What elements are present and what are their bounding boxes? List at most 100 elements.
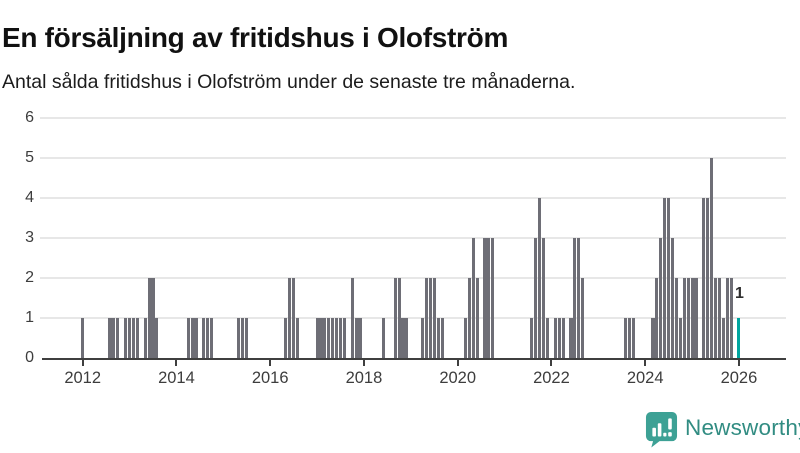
x-axis-label-2024: 2024 bbox=[626, 369, 664, 387]
bar-2016-06 bbox=[288, 278, 292, 358]
bar-2017-08 bbox=[342, 318, 346, 358]
gridline-y5 bbox=[40, 157, 786, 159]
x-axis-label-2012: 2012 bbox=[64, 369, 102, 387]
bar-2025-04 bbox=[702, 198, 706, 358]
bar-2025-09 bbox=[721, 318, 725, 358]
y-axis-label-6: 6 bbox=[25, 109, 34, 126]
gridline-y1 bbox=[40, 317, 786, 319]
bar-2015-06 bbox=[241, 318, 245, 358]
bar-2024-11 bbox=[682, 278, 686, 358]
bar-2019-08 bbox=[436, 318, 440, 358]
bar-2017-04 bbox=[327, 318, 331, 358]
latest-value-label: 1 bbox=[734, 285, 744, 302]
x-axis-label-2022: 2022 bbox=[533, 369, 570, 387]
bar-2021-11 bbox=[542, 238, 546, 358]
bar-2022-02 bbox=[553, 318, 557, 358]
x-axis-tick-2024 bbox=[644, 359, 647, 366]
x-axis-tick-2016 bbox=[269, 359, 272, 366]
bar-2024-04 bbox=[655, 278, 659, 358]
bar-2021-09 bbox=[534, 238, 538, 358]
chart-subtitle: Antal sålda fritidshus i Olofström under… bbox=[2, 71, 576, 93]
bar-2025-07 bbox=[713, 278, 718, 358]
x-axis-label-2014: 2014 bbox=[158, 369, 195, 387]
bar-2018-10 bbox=[397, 278, 401, 358]
bar-2016-08 bbox=[295, 318, 300, 358]
bar-2025-01 bbox=[690, 278, 694, 358]
bar-2014-10 bbox=[210, 318, 214, 358]
bar-2019-09 bbox=[440, 318, 444, 358]
bar-2013-05 bbox=[143, 318, 147, 358]
bar-2026-01 bbox=[737, 318, 741, 358]
y-axis-label-3: 3 bbox=[25, 229, 34, 246]
bar-2017-07 bbox=[338, 318, 343, 358]
newsworthy-logo: Newsworthy bbox=[645, 411, 800, 448]
bar-2024-05 bbox=[659, 238, 663, 358]
bar-2018-12 bbox=[405, 318, 409, 358]
bar-2013-08 bbox=[155, 318, 159, 358]
bar-2024-07 bbox=[667, 198, 671, 358]
bar-2024-10 bbox=[678, 318, 682, 358]
bar-2024-09 bbox=[674, 278, 678, 358]
y-axis-label-1: 1 bbox=[25, 309, 34, 326]
x-axis-label-2016: 2016 bbox=[251, 369, 289, 387]
y-axis-label-4: 4 bbox=[25, 189, 34, 206]
y-axis-label-2: 2 bbox=[25, 269, 34, 286]
x-axis-tick-2020 bbox=[456, 359, 459, 366]
gridline-y4 bbox=[40, 197, 786, 199]
x-axis-tick-2012 bbox=[81, 359, 84, 366]
bar-2022-09 bbox=[581, 278, 585, 358]
page-title: En försäljning av fritidshus i Olofström bbox=[2, 21, 509, 53]
y-axis-label-5: 5 bbox=[25, 149, 34, 166]
bar-2012-01 bbox=[81, 318, 85, 358]
gridline-y6 bbox=[40, 117, 786, 119]
bar-2024-03 bbox=[651, 318, 655, 358]
x-axis-line bbox=[42, 357, 786, 360]
x-axis-tick-2026 bbox=[737, 359, 740, 366]
bar-2025-06 bbox=[710, 158, 714, 358]
bar-2014-06 bbox=[194, 318, 198, 358]
bar-2013-07 bbox=[151, 278, 155, 358]
x-axis-label-2026: 2026 bbox=[720, 369, 758, 387]
bar-2014-05 bbox=[190, 318, 194, 358]
bar-2020-04 bbox=[467, 278, 471, 358]
bar-2021-10 bbox=[538, 198, 542, 358]
bar-2018-06 bbox=[381, 318, 386, 358]
bar-2017-01 bbox=[315, 318, 319, 358]
x-axis-tick-2018 bbox=[362, 359, 365, 366]
bar-2022-03 bbox=[557, 318, 561, 358]
bar-2023-10 bbox=[631, 318, 636, 358]
bar-2025-02 bbox=[694, 278, 698, 358]
newsworthy-logo-text: Newsworthy bbox=[685, 415, 800, 440]
bar-2019-06 bbox=[428, 278, 432, 358]
bar-2014-09 bbox=[206, 318, 210, 358]
bar-2014-04 bbox=[186, 318, 190, 358]
bar-2017-10 bbox=[350, 278, 354, 358]
bar-2017-05 bbox=[331, 318, 335, 358]
x-axis-tick-2014 bbox=[175, 359, 178, 366]
newsworthy-speech-bubble-bar-chart-icon bbox=[645, 411, 678, 448]
bar-2020-05 bbox=[471, 238, 475, 358]
bar-2021-08 bbox=[530, 318, 534, 358]
bar-2015-07 bbox=[245, 318, 249, 358]
bar-2024-08 bbox=[670, 238, 675, 358]
bar-2017-12 bbox=[358, 318, 362, 358]
bar-2023-09 bbox=[628, 318, 632, 358]
y-axis-label-0: 0 bbox=[25, 349, 34, 366]
bar-2022-07 bbox=[573, 238, 577, 358]
bar-2022-06 bbox=[569, 318, 573, 358]
bar-2025-11 bbox=[729, 278, 733, 358]
x-axis-tick-2022 bbox=[550, 359, 553, 366]
bar-2017-03 bbox=[323, 318, 327, 358]
bar-2024-12 bbox=[686, 278, 690, 358]
bar-2013-02 bbox=[131, 318, 136, 358]
bar-2012-08 bbox=[108, 318, 112, 358]
bar-2025-10 bbox=[725, 278, 729, 358]
x-axis-label-2020: 2020 bbox=[439, 369, 477, 387]
bar-2018-11 bbox=[401, 318, 405, 358]
bar-2017-02 bbox=[319, 318, 323, 358]
x-axis-label-2018: 2018 bbox=[345, 369, 383, 387]
bar-2021-12 bbox=[545, 318, 550, 358]
bar-2020-03 bbox=[463, 318, 468, 358]
bar-2020-10 bbox=[491, 238, 495, 358]
bar-2012-10 bbox=[116, 318, 120, 358]
